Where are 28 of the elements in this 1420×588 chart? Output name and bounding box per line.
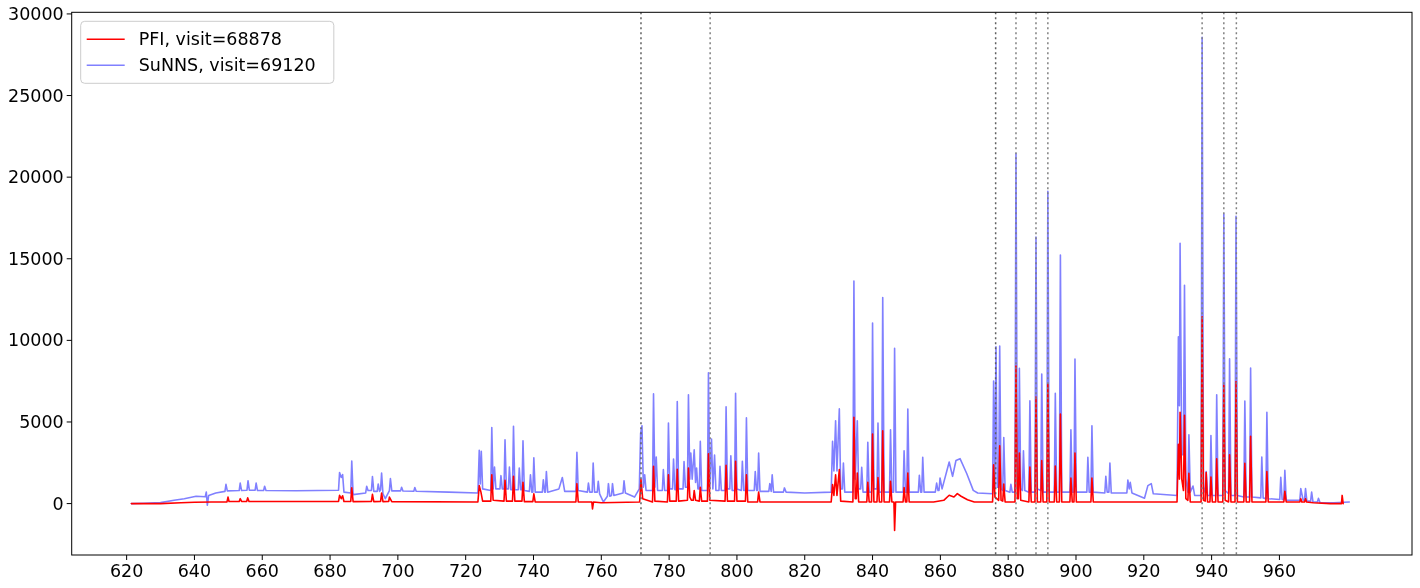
x-tick-label: 700 xyxy=(381,561,415,581)
y-tick-label: 0 xyxy=(52,493,64,514)
y-tick-label: 5000 xyxy=(19,412,64,433)
x-tick-label: 820 xyxy=(788,561,822,581)
x-tick-label: 780 xyxy=(652,561,686,581)
x-tick-label: 740 xyxy=(516,561,551,581)
x-tick-label: 660 xyxy=(245,561,279,581)
y-tick-label: 10000 xyxy=(8,330,64,351)
x-tick-label: 840 xyxy=(855,561,890,581)
x-tick-label: 760 xyxy=(584,561,619,581)
x-tick-label: 860 xyxy=(923,561,958,581)
y-tick-label: 25000 xyxy=(8,85,64,106)
x-tick-label: 900 xyxy=(1059,561,1093,581)
y-tick-label: 30000 xyxy=(8,4,64,25)
legend-label: SuNNS, visit=69120 xyxy=(138,55,316,76)
x-tick-label: 880 xyxy=(991,561,1025,581)
x-tick-label: 800 xyxy=(720,561,754,581)
y-tick-label: 20000 xyxy=(8,167,64,188)
x-tick-label: 720 xyxy=(448,561,483,581)
x-tick-label: 940 xyxy=(1194,561,1229,581)
y-tick-label: 15000 xyxy=(8,248,64,269)
x-tick-label: 960 xyxy=(1262,561,1297,581)
x-tick-label: 640 xyxy=(177,561,212,581)
line-series xyxy=(130,316,1344,532)
x-tick-label: 920 xyxy=(1127,561,1161,581)
legend-label: PFI, visit=68878 xyxy=(138,29,283,50)
x-tick-label: 620 xyxy=(109,561,144,581)
x-tick-label: 680 xyxy=(313,561,347,581)
